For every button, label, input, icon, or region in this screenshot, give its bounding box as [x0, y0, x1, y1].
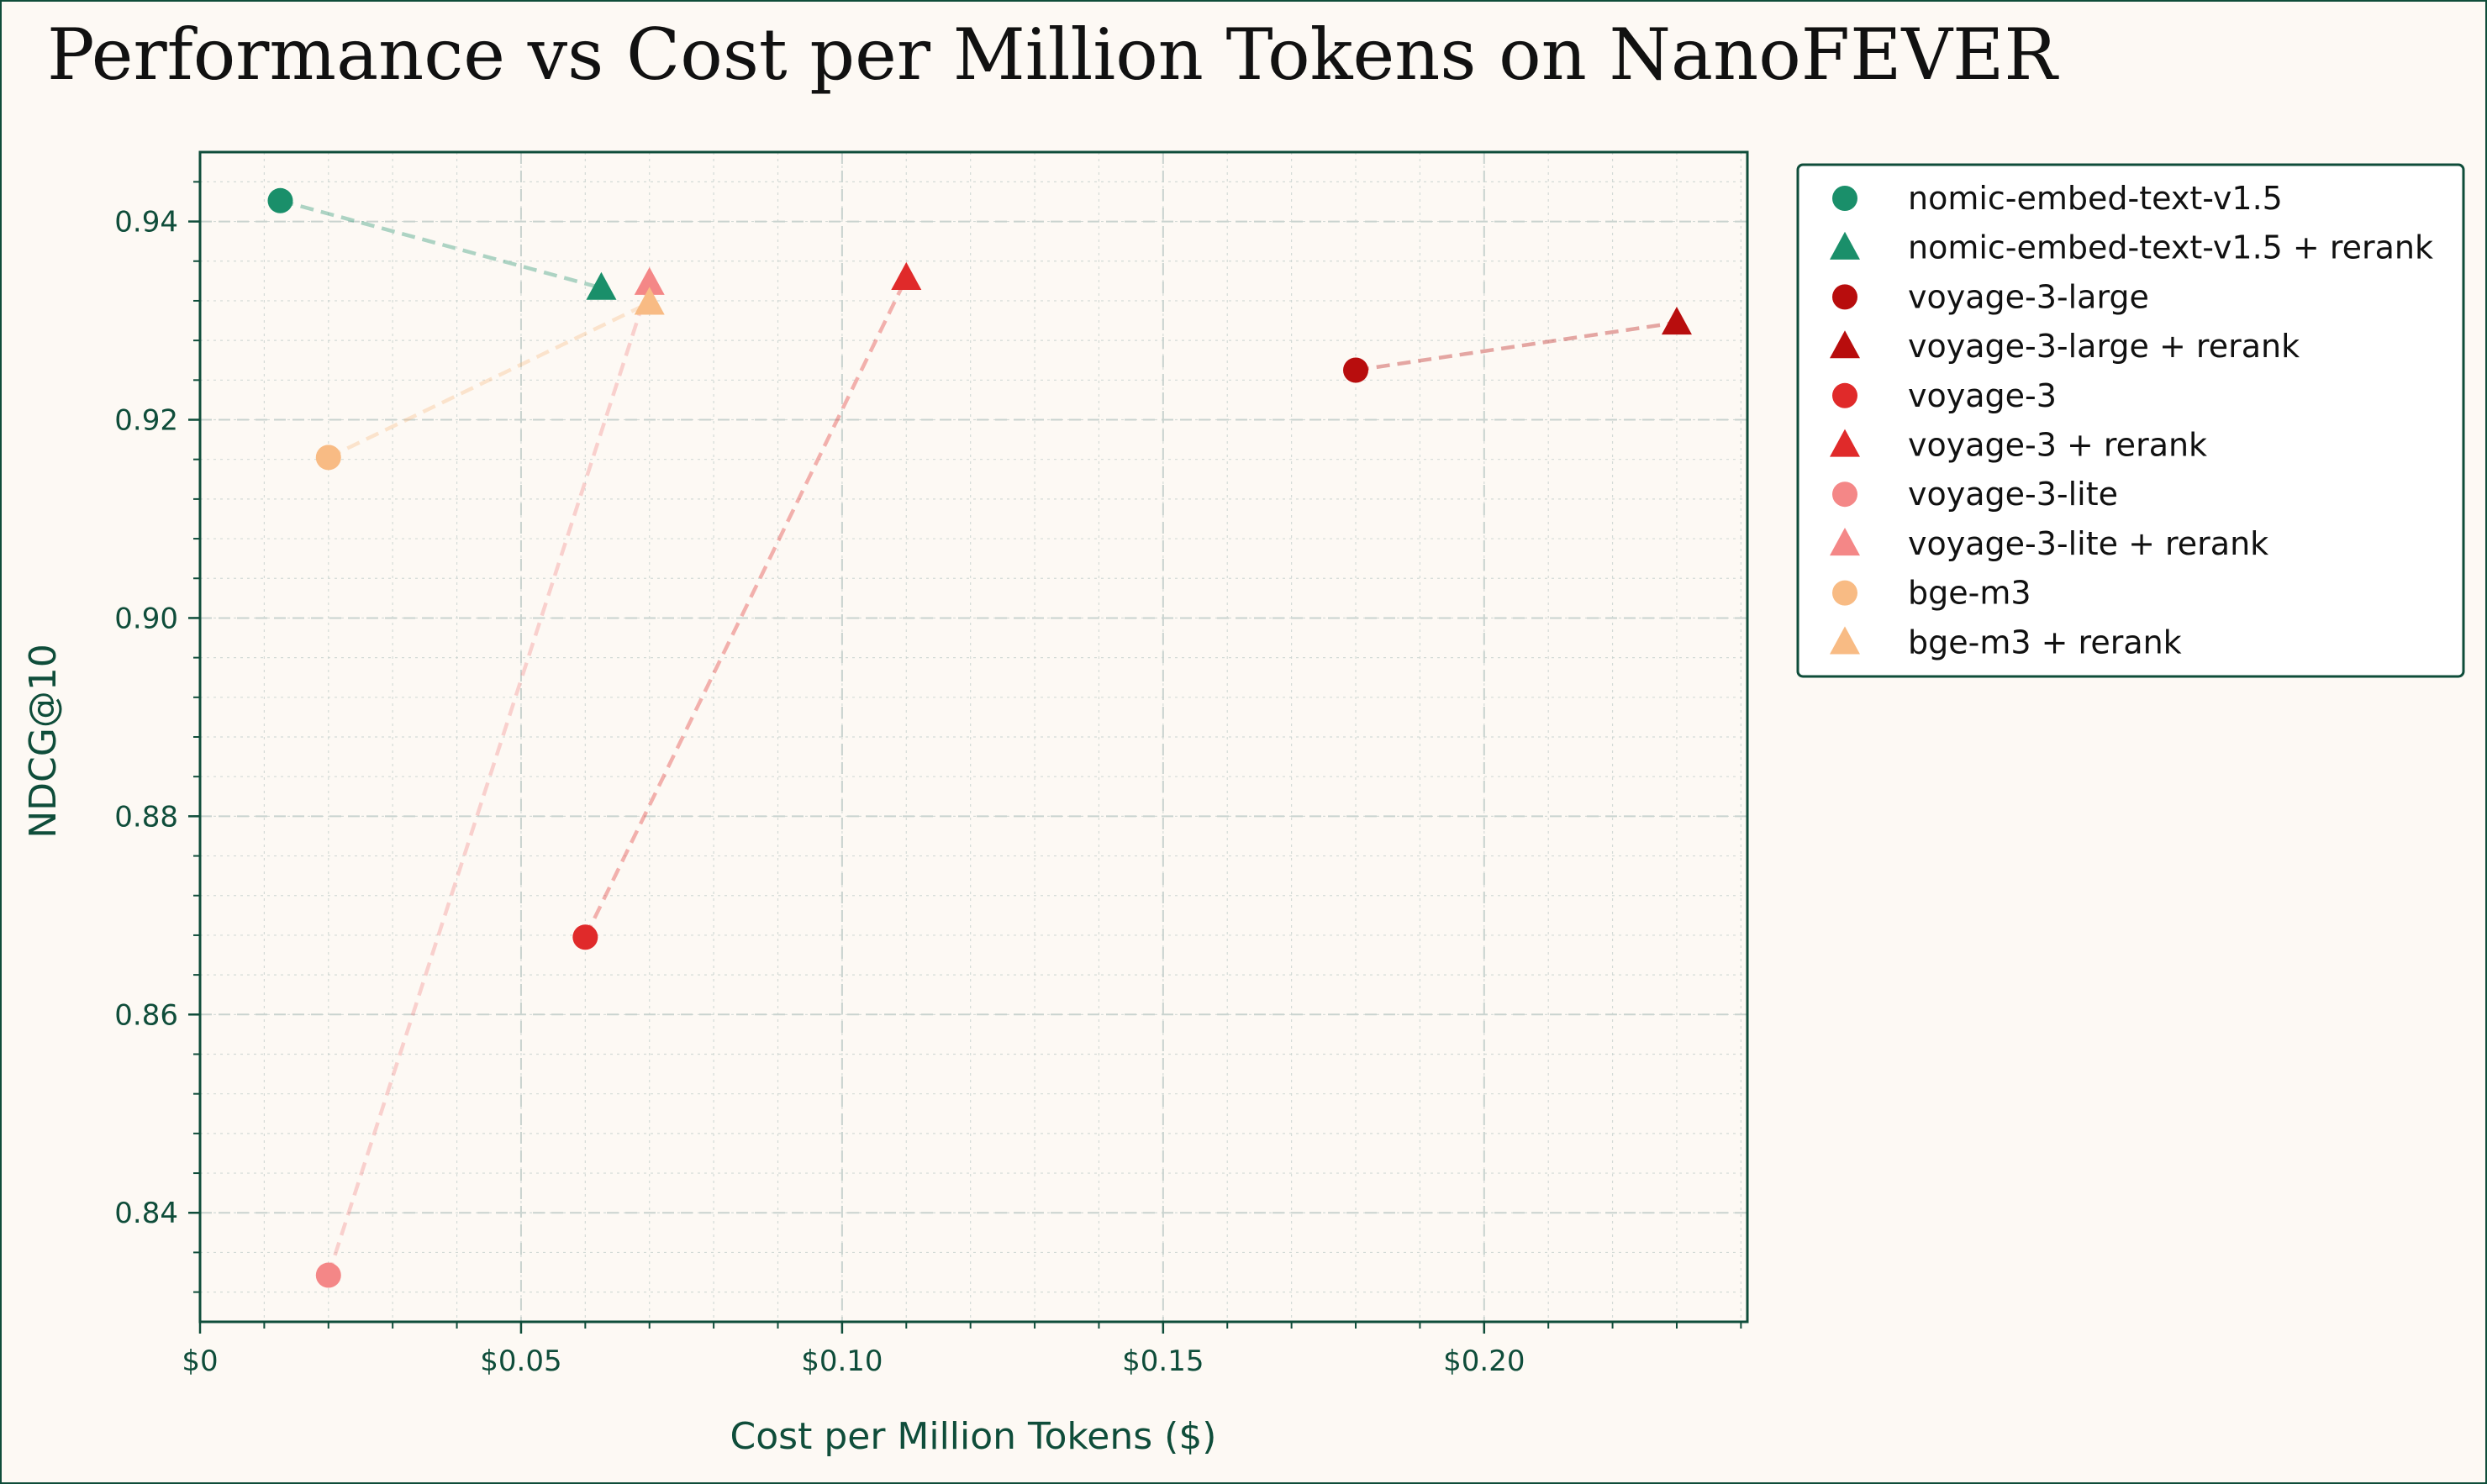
legend-label: bge-m3 [1908, 575, 2031, 612]
legend-marker [1830, 528, 1860, 556]
x-tick-label: $0 [182, 1345, 218, 1378]
y-tick-label: 0.90 [114, 602, 178, 635]
connector-line [279, 198, 603, 290]
connector-line [326, 282, 651, 1276]
legend-marker [1832, 482, 1857, 508]
legend-label: voyage-3 + rerank [1908, 427, 2207, 464]
data-markers [267, 187, 1692, 1288]
legend-marker [1832, 580, 1857, 606]
legend: nomic-embed-text-v1.5 nomic-embed-text-v1… [1796, 163, 2465, 678]
y-tick-label: 0.92 [114, 404, 178, 438]
y-axis-label: NDCG@10 [22, 644, 65, 839]
legend-label: nomic-embed-text-v1.5 [1908, 180, 2283, 217]
legend-label: voyage-3-large + rerank [1908, 328, 2300, 365]
legend-label: voyage-3 [1908, 377, 2057, 414]
point-bge-m3 [315, 445, 341, 471]
legend-label: voyage-3-lite [1908, 476, 2118, 513]
legend-marker [1830, 429, 1860, 457]
point-voyage-3-lite [315, 1262, 341, 1288]
chart-title: Performance vs Cost per Million Tokens o… [47, 13, 2059, 96]
connector-line [583, 276, 909, 939]
minor-grid [200, 152, 1747, 1322]
connector-line [1355, 320, 1678, 372]
y-axis-ticks: 0.84 0.86 0.88 0.90 0.92 0.94 [114, 181, 200, 1293]
connector-line [327, 301, 651, 460]
legend-marker [1832, 284, 1857, 310]
x-tick-label: $0.10 [801, 1345, 883, 1378]
point-voyage-3-rerank [891, 261, 922, 290]
point-voyage-3-lite-rerank [634, 266, 665, 295]
legend-box [1796, 163, 2465, 678]
y-tick-label: 0.94 [114, 206, 178, 239]
legend-marker [1830, 626, 1860, 655]
x-axis-ticks: $0 $0.05 $0.10 $0.15 $0.20 [182, 1322, 1742, 1378]
y-tick-label: 0.86 [114, 998, 178, 1032]
y-tick-label: 0.88 [114, 800, 178, 834]
legend-label: nomic-embed-text-v1.5 + rerank [1908, 229, 2433, 266]
connector-lines [279, 198, 1678, 1276]
legend-label: voyage-3-large [1908, 278, 2149, 315]
legend-label: voyage-3-lite + rerank [1908, 525, 2268, 562]
x-axis-label: Cost per Million Tokens ($) [730, 1415, 1217, 1458]
legend-marker [1832, 186, 1857, 211]
x-tick-label: $0.05 [480, 1345, 561, 1378]
point-voyage-3-large [1343, 357, 1369, 383]
x-tick-label: $0.15 [1122, 1345, 1204, 1378]
legend-marker [1832, 382, 1857, 408]
legend-marker [1830, 330, 1860, 359]
x-tick-label: $0.20 [1443, 1345, 1525, 1378]
y-tick-label: 0.84 [114, 1197, 178, 1230]
legend-label: bge-m3 + rerank [1908, 624, 2182, 660]
point-nomic-embed-text-v1-5 [267, 187, 293, 213]
point-voyage-3-large-rerank [1661, 307, 1692, 335]
point-voyage-3 [572, 924, 598, 950]
legend-marker [1830, 231, 1860, 260]
point-bge-m3-rerank [634, 287, 665, 315]
point-nomic-embed-text-v1-5-rerank [586, 271, 617, 300]
